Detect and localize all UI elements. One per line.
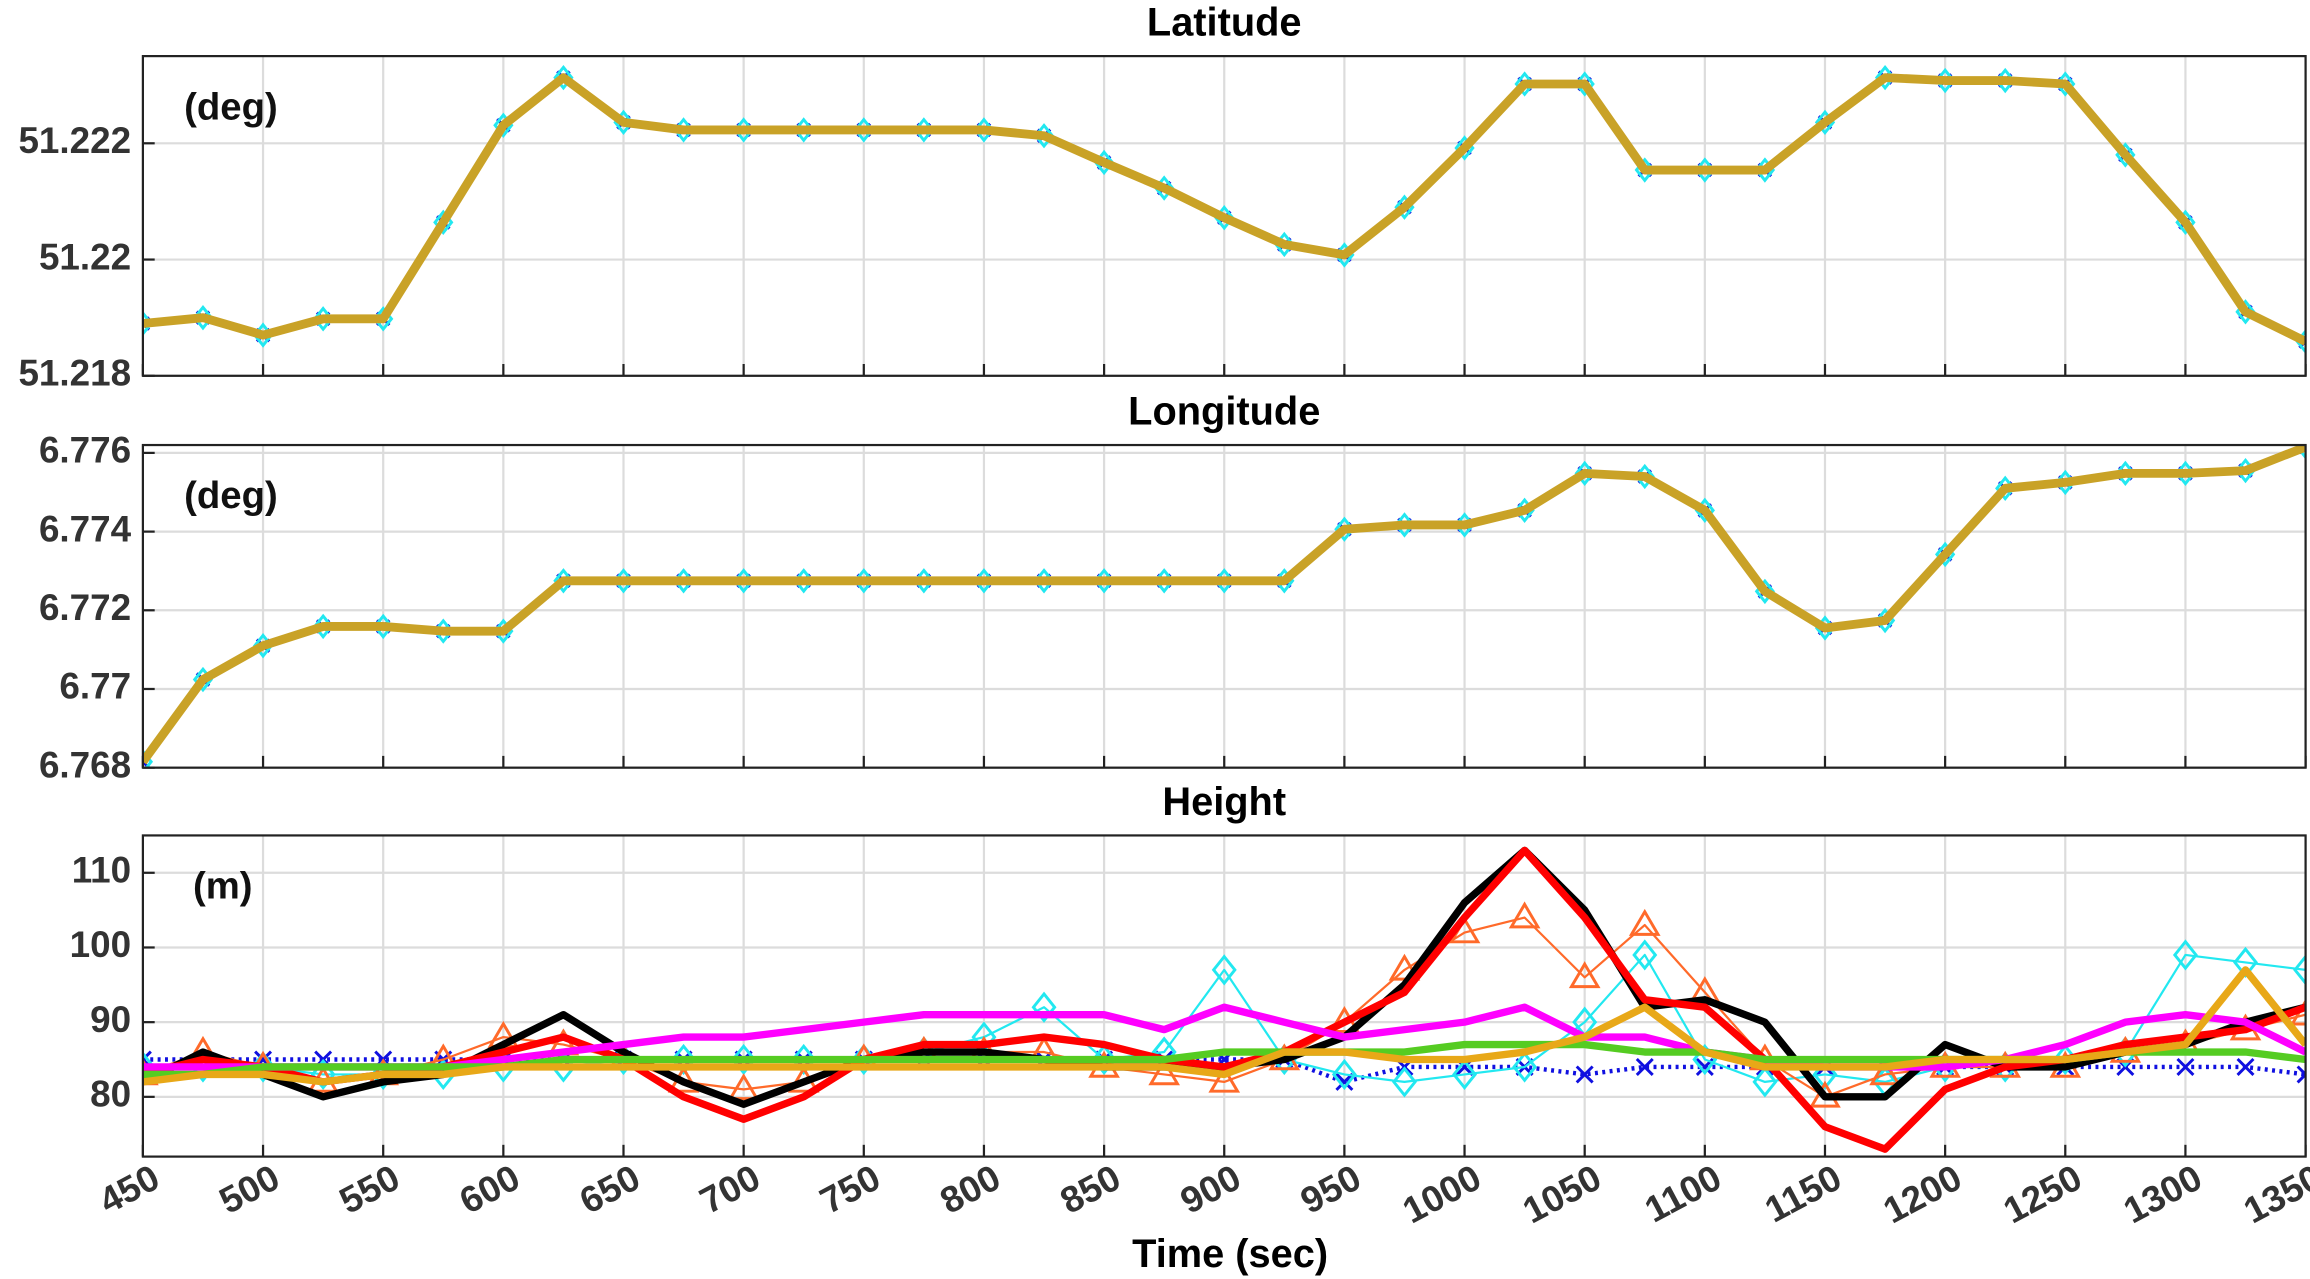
y-tick-label: 51.22: [39, 236, 131, 277]
marker: [1148, 1058, 1181, 1086]
series: [142, 445, 2306, 765]
series: [142, 966, 2306, 1086]
subplot-title: Height: [1162, 780, 1286, 824]
marker: [2176, 1057, 2195, 1076]
marker: [1211, 954, 1237, 986]
marker: [2236, 1057, 2255, 1076]
y-tick-label: 100: [70, 924, 131, 965]
marker: [2296, 1065, 2306, 1084]
data-line: [142, 966, 2306, 1086]
data-line: [142, 1003, 2306, 1071]
y-tick-label: 90: [90, 999, 131, 1040]
marker: [1452, 1058, 1478, 1091]
marker: [2293, 954, 2306, 986]
marker: [1568, 961, 1601, 989]
unit-annotation: (m): [193, 865, 253, 908]
marker: [1508, 901, 1541, 929]
marker: [671, 1043, 697, 1076]
series: [142, 73, 2306, 346]
marker: [1635, 1057, 1654, 1076]
y-tick-label: 6.768: [39, 744, 131, 785]
series: [142, 1003, 2306, 1071]
series: [142, 846, 2306, 1153]
marker: [1091, 1043, 1117, 1076]
y-tick-label: 110: [72, 850, 131, 891]
marker: [727, 1073, 760, 1101]
marker: [1512, 1051, 1538, 1083]
plot-area: [142, 846, 2306, 1153]
y-tick-label: 6.774: [39, 508, 132, 549]
marker: [2172, 939, 2198, 971]
marker: [1628, 908, 1661, 936]
plot-area: [142, 64, 2306, 355]
subplot-title: Latitude: [1147, 0, 1302, 44]
marker: [1391, 1066, 1417, 1098]
marker: [1335, 1072, 1354, 1091]
marker: [1632, 939, 1658, 971]
marker: [1331, 1058, 1357, 1091]
marker: [553, 64, 574, 91]
marker: [1869, 1058, 1901, 1086]
marker: [1031, 991, 1057, 1023]
y-tick-label: 6.776: [39, 430, 131, 471]
subplot-title: Longitude: [1128, 389, 1320, 433]
plot-area: [142, 445, 2306, 768]
x-axis-label: Time (sec): [1132, 1232, 1328, 1276]
unit-annotation: (deg): [184, 474, 278, 517]
y-tick-label: 6.772: [39, 587, 131, 628]
marker: [1208, 1065, 1241, 1093]
y-tick-label: 51.218: [18, 353, 131, 394]
marker: [731, 1043, 757, 1076]
data-line: [142, 73, 2306, 346]
marker: [1752, 1066, 1778, 1098]
unit-annotation: (deg): [184, 85, 278, 128]
data-line: [142, 445, 2306, 765]
axes-frame: [141, 834, 2307, 1158]
y-tick-label: 6.77: [59, 666, 131, 707]
y-tick-label: 80: [90, 1074, 131, 1115]
data-line: [142, 846, 2306, 1153]
marker: [142, 1051, 156, 1083]
marker: [791, 1043, 817, 1076]
y-tick-label: 51.222: [18, 120, 131, 161]
marker: [1575, 1065, 1594, 1084]
